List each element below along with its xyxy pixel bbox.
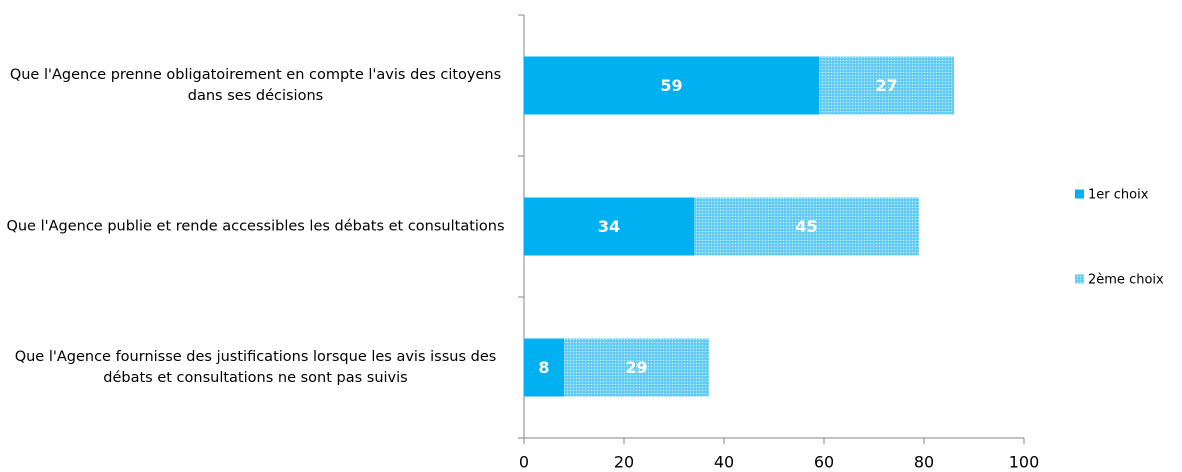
bar-segment (524, 56, 819, 115)
category-label: Que l'Agence publie et rende accessibles… (6, 218, 505, 234)
data-label: 34 (598, 217, 620, 236)
x-tick-label: 0 (519, 453, 529, 472)
bar-segment (694, 197, 919, 256)
x-tick-label: 40 (714, 453, 734, 472)
legend-swatch (1075, 189, 1084, 199)
data-label: 27 (875, 76, 897, 95)
bar-segment (524, 338, 564, 397)
bar-segment (564, 338, 709, 397)
legend-label: 1er choix (1088, 188, 1149, 203)
data-label: 45 (795, 217, 817, 236)
data-label: 59 (660, 76, 682, 95)
legend-label: 2ème choix (1088, 273, 1164, 288)
x-tick-label: 60 (814, 453, 834, 472)
x-tick-label: 100 (1009, 453, 1040, 472)
x-tick-label: 20 (614, 453, 634, 472)
data-label: 8 (538, 358, 549, 377)
category-label: Que l'Agence fournisse des justification… (14, 348, 497, 386)
bar-segment (819, 56, 954, 115)
data-label: 29 (625, 358, 647, 377)
x-tick-label: 80 (914, 453, 934, 472)
bar-segment (524, 197, 694, 256)
category-label: Que l'Agence prenne obligatoirement en c… (9, 66, 502, 104)
legend-swatch (1075, 274, 1084, 284)
